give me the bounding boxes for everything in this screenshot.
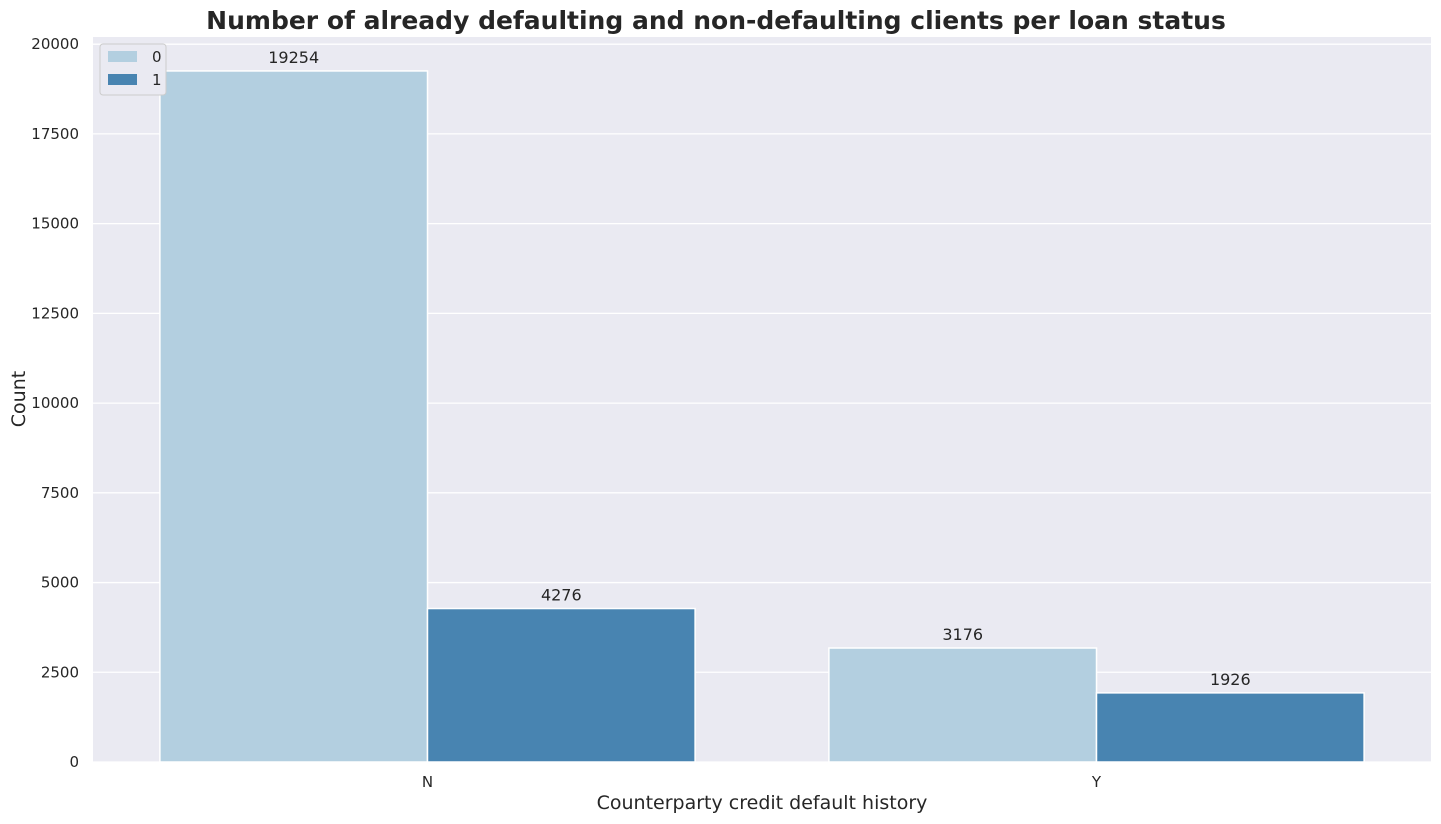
data-label: 1926	[1210, 670, 1251, 689]
bar-N-series-0	[159, 70, 429, 763]
data-label: 3176	[942, 625, 983, 644]
bar-N-series-1	[426, 607, 696, 763]
y-tick-label: 17500	[31, 125, 79, 143]
y-tick-label: 10000	[31, 394, 79, 412]
x-tick-label: Y	[1091, 773, 1102, 791]
legend-label: 1	[152, 71, 162, 89]
legend-label: 0	[152, 48, 162, 66]
chart-title: Number of already defaulting and non-def…	[206, 6, 1226, 35]
y-tick-label: 12500	[31, 304, 79, 322]
x-axis-label: Counterparty credit default history	[597, 792, 928, 814]
legend: 01	[99, 43, 167, 96]
data-label: 19254	[268, 48, 319, 67]
y-axis-ticks: 0 2500 5000 7500 10000 12500 15000 17500 20000	[31, 35, 79, 771]
y-tick-label: 20000	[31, 35, 79, 53]
data-label: 4276	[541, 586, 582, 605]
y-tick-label: 5000	[41, 574, 79, 592]
bars	[159, 70, 1365, 763]
legend-swatch	[108, 51, 137, 62]
legend-swatch	[108, 74, 137, 85]
y-axis-label: Count	[8, 371, 30, 427]
bar-Y-series-0	[828, 647, 1098, 763]
data-labels: 19254 4276 3176 1926	[268, 48, 1250, 689]
y-tick-label: 15000	[31, 215, 79, 233]
y-tick-label: 0	[69, 753, 79, 771]
bar-Y-series-1	[1095, 692, 1365, 763]
y-tick-label: 7500	[41, 484, 79, 502]
y-tick-label: 2500	[41, 663, 79, 681]
x-tick-label: N	[422, 773, 433, 791]
